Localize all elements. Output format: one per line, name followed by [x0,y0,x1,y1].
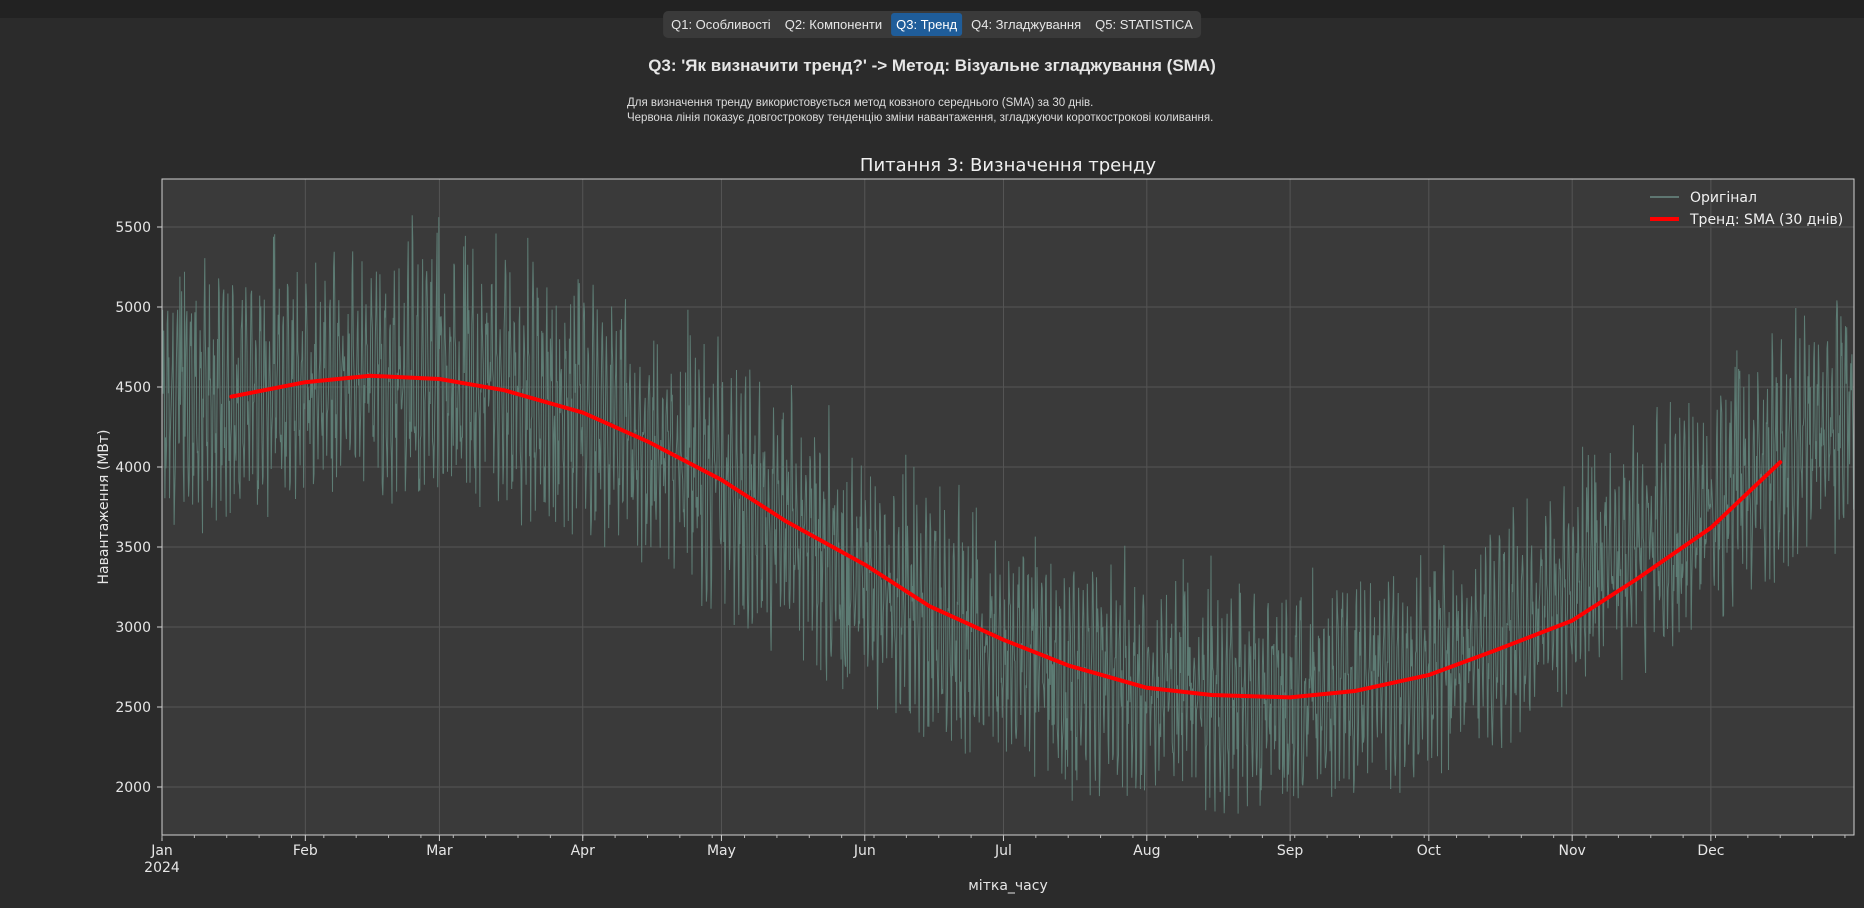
x-tick-label: Oct [1417,843,1442,859]
question-description: Для визначення тренду використовується м… [627,96,1213,126]
y-tick-label: 2000 [115,780,151,796]
legend-sma-label: Тренд: SMA (30 днів) [1689,212,1843,228]
description-line-2: Червона лінія показує довгострокову тенд… [627,112,1214,124]
original-line [161,215,1855,814]
tab-q1[interactable]: Q1: Особливості [671,17,771,32]
window-top-strip [0,0,1864,18]
y-tick-label: 2500 [115,700,151,716]
y-axis-label: Навантаження (МВт) [96,430,112,585]
x-tick-label: May [707,843,736,859]
plot-background [162,179,1854,835]
x-axis-label: мітка_часу [968,878,1047,894]
x-tick-label: Jan [150,843,173,859]
x-tick-label: Jul [994,843,1012,859]
sma-trend-line [229,373,1783,700]
chart-title: Питання 3: Визначення тренду [860,155,1156,176]
y-tick-label: 4000 [115,460,151,476]
tab-q3[interactable]: Q3: Тренд [891,13,963,36]
x-tick-label: Feb [293,843,318,859]
y-tick-label: 3500 [115,540,151,556]
y-tick-label: 5000 [115,300,151,316]
tab-q4[interactable]: Q4: Згладжування [971,17,1082,32]
x-tick-label: Dec [1697,843,1724,859]
y-axis: 2000 2500 3000 3500 4000 4500 5000 5500 [115,220,162,796]
y-tick-label: 5500 [115,220,151,236]
grid-lines [161,179,1854,835]
x-tick-label: Aug [1133,843,1160,859]
x-tick-label: Jun [853,843,876,859]
legend-original-label: Оригінал [1690,190,1757,206]
plot-frame [161,178,1855,836]
y-tick-label: 3000 [115,620,151,636]
tab-q2[interactable]: Q2: Компоненти [784,17,883,32]
legend: Оригінал Тренд: SMA (30 днів) [1650,190,1843,228]
y-tick-label: 4500 [115,380,151,396]
description-line-1: Для визначення тренду використовується м… [627,97,1094,109]
x-tick-label: Sep [1277,843,1304,859]
question-heading: Q3: 'Як визначити тренд?' -> Метод: Візу… [648,56,1216,75]
question-tabbar: Q1: Особливості Q2: Компоненти Q3: Тренд… [663,11,1201,38]
x-tick-label: Mar [426,843,453,859]
sma-series [229,373,1783,700]
x-tick-sublabel: 2024 [144,860,180,876]
tab-q5[interactable]: Q5: STATISTICA [1095,17,1193,32]
x-tick-label: Apr [571,843,595,859]
original-series [161,215,1855,814]
x-tick-label: Nov [1558,843,1585,859]
